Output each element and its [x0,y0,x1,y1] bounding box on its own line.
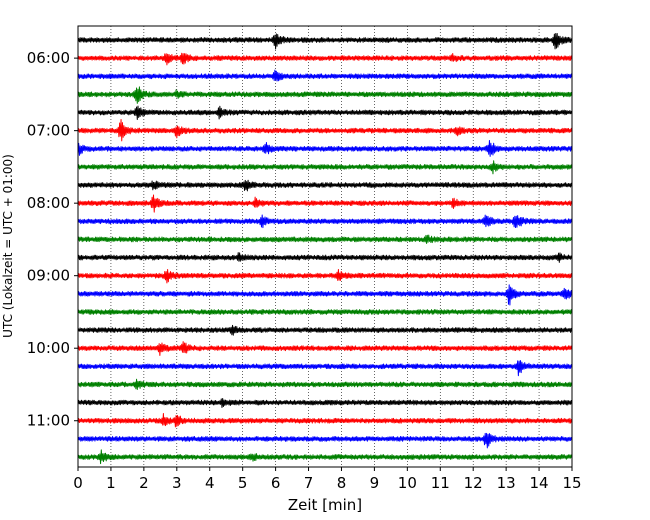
y-tick-label: 09:00 [27,267,70,285]
trace-line [77,360,573,377]
trace-line [77,119,573,142]
x-axis-label: Zeit [min] [288,496,362,514]
trace-line [77,160,573,175]
y-tick-label: 10:00 [27,339,70,357]
trace-line [77,179,573,192]
y-tick-label: 06:00 [27,49,70,67]
trace-line [77,378,573,390]
trace-line [77,234,573,244]
x-tick-label: 7 [304,474,314,492]
x-axis-ticks: 0 1 2 3 4 5 6 7 8 9 10 11 12 13 14 15 [73,467,582,492]
trace-line [77,52,573,66]
x-tick-label: 8 [337,474,347,492]
trace-line [77,105,573,121]
x-tick-label: 9 [370,474,380,492]
trace-line [77,69,573,82]
x-tick-label: 14 [530,474,549,492]
x-tick-label: 5 [238,474,248,492]
y-axis-label: UTC (Lokalzeit = UTC + 01:00) [1,154,15,338]
trace-line [77,284,573,306]
trace-line [77,449,573,465]
x-tick-label: 15 [562,474,581,492]
trace-line [77,32,573,50]
y-tick-label: 08:00 [27,194,70,212]
trace-line [77,397,573,409]
x-tick-label: 1 [106,474,116,492]
x-tick-label: 11 [431,474,450,492]
x-tick-label: 0 [73,474,83,492]
trace-line [77,140,573,157]
trace-line [77,341,573,356]
trace-line [77,324,573,336]
trace-line [77,214,573,229]
trace-line [77,194,573,213]
x-tick-label: 4 [205,474,215,492]
x-tick-label: 13 [497,474,516,492]
x-tick-label: 12 [464,474,483,492]
trace-line [77,86,573,104]
trace-line [77,309,573,315]
x-tick-label: 6 [271,474,281,492]
plot-frame [77,25,573,468]
trace-line [77,269,573,284]
y-tick-label: 11:00 [27,412,70,430]
trace-line [77,413,573,428]
trace-line [77,252,573,263]
y-axis-ticks: 06:00 07:00 08:00 09:00 10:00 11:00 [27,49,78,430]
y-tick-label: 07:00 [27,122,70,140]
trace-line [77,432,573,449]
seismogram-traces [77,32,573,465]
x-tick-label: 10 [398,474,417,492]
x-tick-label: 2 [139,474,149,492]
x-tick-label: 3 [172,474,182,492]
